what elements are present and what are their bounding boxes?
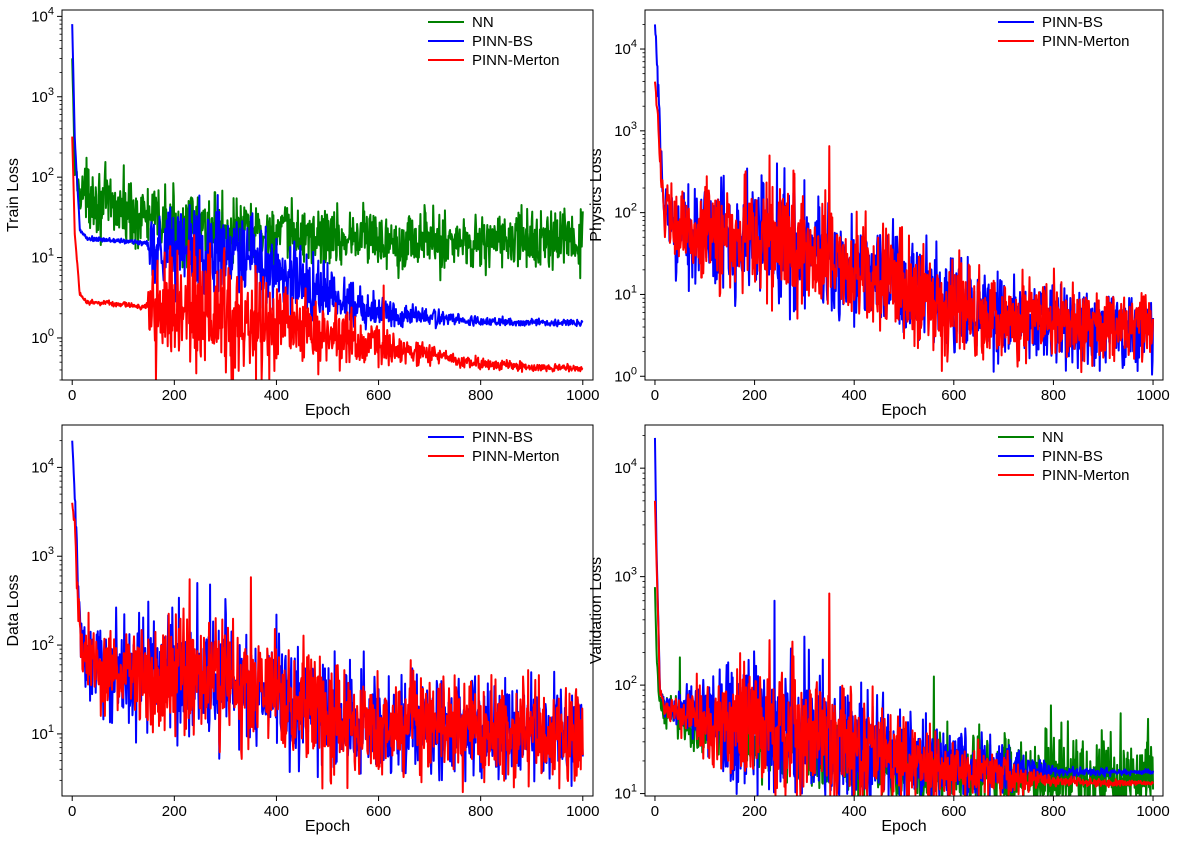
- y-tick-label: 104: [31, 5, 54, 25]
- panel-train-loss: 0 200 400 600 800 1000 100 101 102 103 104 Epoch Tra…: [5, 5, 599, 419]
- y-tick-label: 103: [614, 566, 637, 586]
- x-tick-label: 1000: [1136, 387, 1169, 404]
- x-tick-label: 200: [742, 803, 767, 820]
- y-axis-label: Physics Loss: [588, 148, 605, 241]
- x-tick-label: 0: [68, 387, 76, 404]
- legend-label-nn: NN: [472, 14, 494, 31]
- legend: PINN-BS PINN-Merton: [428, 429, 560, 465]
- x-tick-label: 800: [1041, 387, 1066, 404]
- y-tick-label: 103: [31, 545, 54, 565]
- panel-validation-loss: 0 200 400 600 800 1000 101 102 103 104 Epoch Valida…: [588, 424, 1170, 835]
- y-tick-label: 101: [614, 283, 637, 303]
- x-tick-label: 400: [842, 803, 867, 820]
- y-tick-label: 102: [614, 674, 637, 694]
- y-tick-label: 104: [614, 38, 637, 58]
- y-tick-label: 104: [31, 456, 54, 476]
- legend-label-pinn-merton: PINN-Merton: [1042, 33, 1130, 50]
- legend-label-pinn-bs: PINN-BS: [472, 33, 533, 50]
- x-tick-label: 200: [162, 803, 187, 820]
- x-axis-label: Epoch: [305, 402, 350, 419]
- x-tick-label: 1000: [1136, 803, 1169, 820]
- x-tick-label: 600: [941, 387, 966, 404]
- plot-area: [71, 24, 584, 380]
- y-axis-label: Data Loss: [5, 574, 22, 646]
- y-axis-label: Train Loss: [5, 158, 22, 232]
- x-tick-label: 0: [651, 387, 659, 404]
- plot-area: [653, 24, 1155, 376]
- series-line-nn: [71, 58, 584, 282]
- y-tick-label: 100: [31, 327, 54, 347]
- x-tick-label: 600: [941, 803, 966, 820]
- x-tick-label: 0: [68, 803, 76, 820]
- series-line-pinn-merton: [71, 136, 584, 380]
- x-axis-label: Epoch: [881, 402, 926, 419]
- axes-frame: [61, 424, 594, 797]
- x-tick-label: 800: [468, 387, 493, 404]
- legend-label-pinn-merton: PINN-Merton: [472, 52, 560, 69]
- y-tick-label: 103: [614, 120, 637, 140]
- y-tick-label: 102: [31, 166, 54, 186]
- x-tick-label: 400: [264, 387, 289, 404]
- x-axis-label: Epoch: [305, 818, 350, 835]
- x-axis-label: Epoch: [881, 818, 926, 835]
- legend: PINN-BS PINN-Merton: [998, 14, 1130, 50]
- x-tick-label: 400: [264, 803, 289, 820]
- series-line-pinn-merton: [71, 502, 584, 794]
- series-line-pinn-merton: [653, 81, 1155, 374]
- y-tick-label: 101: [31, 723, 54, 743]
- axes-frame: [644, 9, 1164, 381]
- y-tick-label: 101: [614, 783, 637, 803]
- panel-data-loss: 0 200 400 600 800 1000 101 102 103 104 Epoch Data L…: [5, 424, 599, 835]
- y-tick-label: 104: [614, 457, 637, 477]
- x-tick-label: 200: [162, 387, 187, 404]
- x-tick-label: 800: [468, 803, 493, 820]
- x-tick-label: 400: [842, 387, 867, 404]
- x-tick-label: 600: [366, 803, 391, 820]
- x-tick-label: 800: [1041, 803, 1066, 820]
- series-line-pinn-bs: [71, 24, 584, 332]
- x-tick-label: 600: [366, 387, 391, 404]
- x-tick-label: 0: [651, 803, 659, 820]
- legend: NN PINN-BS PINN-Merton: [428, 14, 560, 69]
- legend: NN PINN-BS PINN-Merton: [998, 429, 1130, 484]
- plot-area: [71, 440, 584, 794]
- x-tick-label: 1000: [566, 803, 599, 820]
- y-tick-label: 101: [31, 247, 54, 267]
- panel-physics-loss: 0 200 400 600 800 1000 100 101 102 103 104 Epoch Phy…: [588, 9, 1170, 419]
- y-tick-label: 100: [614, 365, 637, 385]
- legend-label-pinn-bs: PINN-BS: [472, 429, 533, 446]
- plot-area: [653, 437, 1155, 796]
- x-tick-label: 1000: [566, 387, 599, 404]
- series-line-pinn-merton: [653, 500, 1154, 796]
- y-tick-label: 102: [31, 634, 54, 654]
- legend-label-pinn-bs: PINN-BS: [1042, 14, 1103, 31]
- y-tick-label: 102: [614, 202, 637, 222]
- y-axis-label: Validation Loss: [588, 557, 605, 664]
- legend-label-nn: NN: [1042, 429, 1064, 446]
- legend-label-pinn-merton: PINN-Merton: [472, 448, 560, 465]
- y-tick-label: 103: [31, 86, 54, 106]
- legend-label-pinn-bs: PINN-BS: [1042, 448, 1103, 465]
- x-tick-label: 200: [742, 387, 767, 404]
- axes-frame: [644, 424, 1164, 797]
- legend-label-pinn-merton: PINN-Merton: [1042, 467, 1130, 484]
